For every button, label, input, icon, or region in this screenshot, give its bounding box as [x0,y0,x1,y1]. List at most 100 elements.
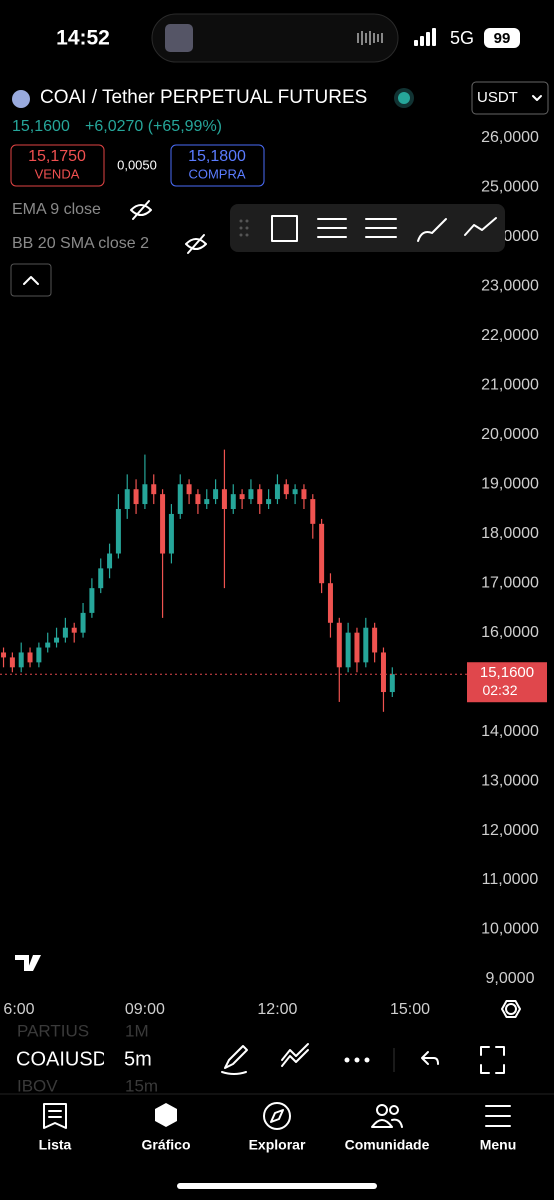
candle-body [36,647,42,663]
y-tick-label: 14,0000 [481,723,539,740]
y-tick-label: 26,0000 [481,129,539,146]
candle-body [345,632,351,668]
candle-body [301,489,307,500]
undo[interactable] [421,1051,439,1065]
settings[interactable] [505,1003,517,1015]
candle-body [354,632,360,663]
candle-body [124,489,130,510]
fullscreen[interactable] [480,1046,505,1074]
x-tick-label: 09:00 [125,1001,165,1018]
candle-body [327,583,333,623]
battery-level: 99 [494,30,511,47]
interval-picker[interactable]: 5m [124,1048,152,1070]
y-tick-label: 16,0000 [481,624,539,641]
y-tick-label: 20,0000 [481,426,539,443]
symbol-title[interactable]: COAI / Tether PERPETUAL FUTURES [40,87,367,108]
candle-body [363,627,369,663]
candle-body [160,494,166,554]
y-tick-label: 22,0000 [481,327,539,344]
candle-body [336,622,342,668]
candle-body [62,627,68,638]
network: 5G [450,28,474,48]
candle-body [115,509,121,554]
currency-select[interactable] [471,81,549,115]
candle-body [18,652,24,668]
coin-icon [12,90,30,108]
indicator[interactable]: EMA 9 close [12,201,101,218]
candle-body [177,484,183,514]
dynamic-island [151,13,399,63]
buy-price: 15,1800 [188,148,246,165]
x-tick-label: 12:00 [257,1001,297,1018]
symbol-picker[interactable]: COAIUSD [16,1048,107,1070]
status-time: 14:52 [56,27,110,50]
trend-tool[interactable] [464,217,497,236]
collapse-button[interactable] [10,263,52,297]
hide-icon[interactable] [185,234,207,254]
candle-body [1,652,7,658]
price-label-box [467,662,547,703]
sell-button[interactable] [10,144,105,187]
y-tick-label: 23,0000 [481,278,539,295]
brush-tool[interactable] [417,218,447,242]
y-tick-label: 11,0000 [482,871,539,888]
buy-button[interactable] [170,144,265,187]
candle-body [27,652,33,663]
indicators-button[interactable] [281,1043,309,1067]
y-tick-label: 10,0000 [481,921,539,938]
x-tick-label: 15:00 [390,1001,430,1018]
y-tick-label: 17,0000 [481,574,539,591]
levels-tool[interactable] [365,218,397,238]
candle-body [380,652,386,693]
nav-item[interactable]: Comunidade [345,1104,430,1153]
candle-body [107,553,113,569]
candle-body [45,642,51,648]
countdown: 02:32 [482,682,517,698]
sell-label: VENDA [35,166,80,181]
candle-body [257,489,263,505]
chevron-down [532,95,542,101]
candle-body [319,523,325,584]
candle-body [80,612,86,633]
candle-body [204,499,210,505]
candle-body [195,494,201,505]
candle-body [248,489,254,500]
drag-handle [239,219,249,237]
nav-item[interactable]: Menu [480,1105,517,1153]
indicator[interactable]: BB 20 SMA close 2 [12,235,149,252]
y-tick-label: 18,0000 [481,525,539,542]
candle-body [221,489,227,510]
last-price: 15,1600 [12,118,70,135]
candle-body [89,588,95,613]
y-tick-label: 9,0000 [486,970,535,987]
hide-icon[interactable] [130,200,152,220]
signal [414,28,436,46]
candle-body [372,627,378,653]
candle-body [142,484,148,505]
fib-tool[interactable] [317,218,347,238]
nav-label: Menu [480,1137,517,1153]
nav-item[interactable]: Lista [39,1103,72,1153]
settings-hex [501,1000,521,1018]
candle-body [292,489,298,495]
candle-body [230,494,236,510]
y-tick-label: 25,0000 [481,179,539,196]
y-tick-label: 12,0000 [481,822,539,839]
faded-symbol: IBOV [17,1076,58,1095]
candle-body [266,499,272,505]
candle-body [151,484,157,495]
draw-button[interactable] [221,1045,248,1075]
candle-body [98,568,104,589]
more-button[interactable] [344,1057,370,1063]
app-thumb [165,24,193,52]
y-tick-label: 19,0000 [481,475,539,492]
candle-body [54,637,60,643]
nav-item[interactable]: Gráfico [141,1103,191,1153]
nav-item[interactable]: Explorar [249,1102,306,1153]
rect-tool[interactable] [271,215,298,242]
faded-interval: 15m [125,1076,158,1095]
currency: USDT [477,89,518,106]
candle-body [274,484,280,500]
spread: 0,0050 [117,157,157,172]
